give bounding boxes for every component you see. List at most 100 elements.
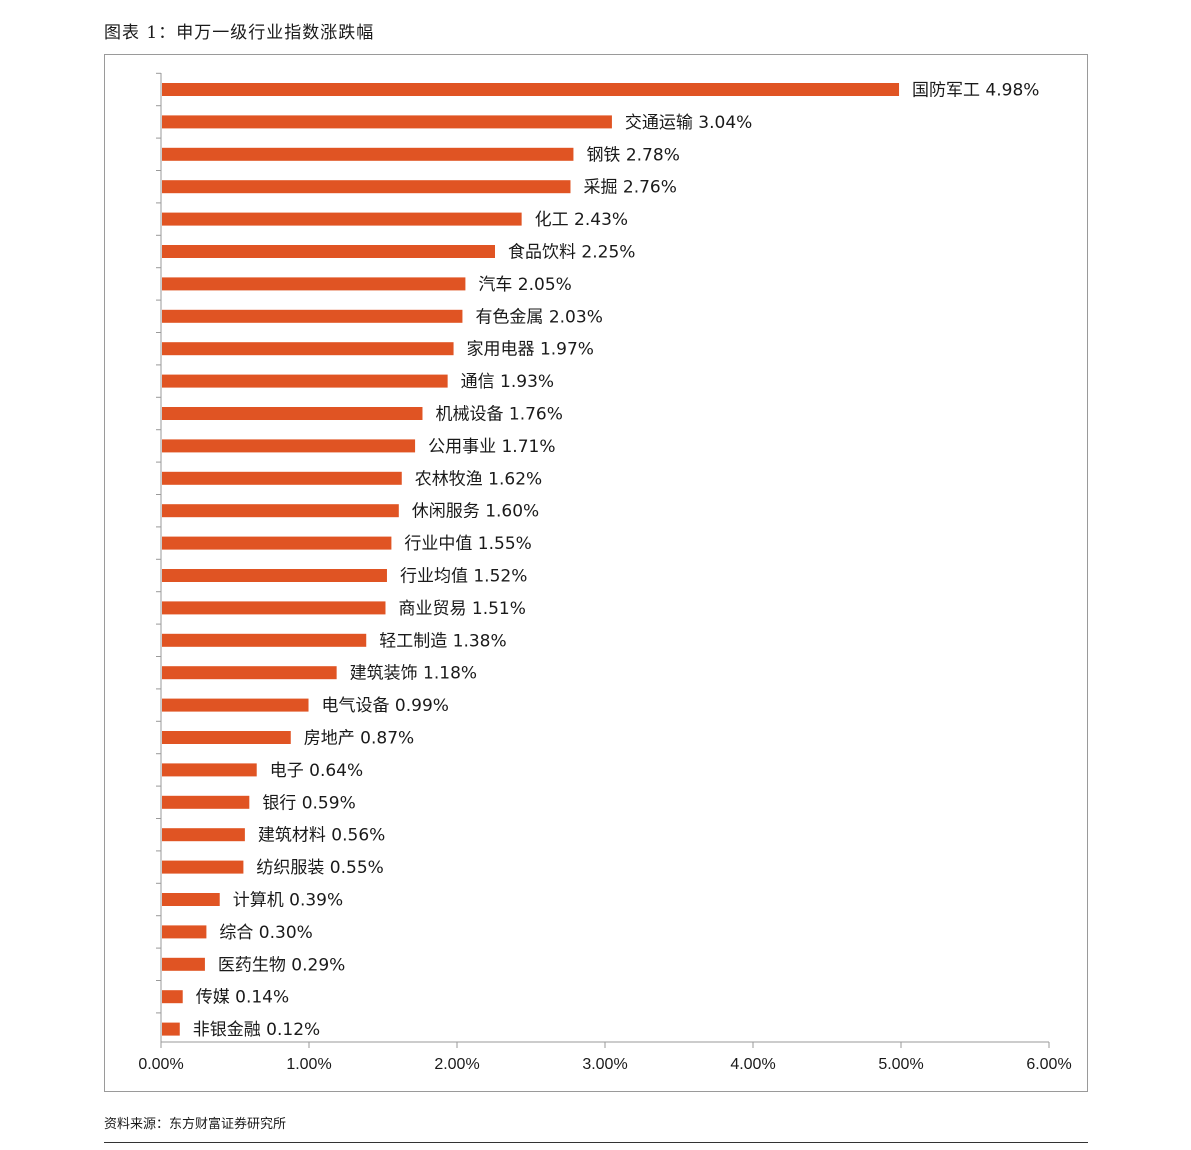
- bar: [162, 212, 522, 226]
- x-tick-label: 3.00%: [582, 1056, 627, 1073]
- bar-value-label: 4.98%: [980, 81, 1039, 101]
- bar: [162, 601, 386, 615]
- bar: [162, 666, 337, 680]
- bar-label: 食品饮料 2.25%: [508, 243, 635, 263]
- chart-frame: 0.00% 1.00% 2.00% 3.00% 4.00% 5.00% 6.00% 国防军工 …: [104, 54, 1088, 1092]
- bar: [162, 828, 245, 842]
- bar: [162, 860, 244, 874]
- bar-category-label: 行业中值: [404, 534, 472, 554]
- bar-category-label: 休闲服务: [412, 502, 480, 522]
- bar-label: 化工 2.43%: [535, 210, 628, 230]
- bar-value-label: 1.38%: [447, 631, 506, 651]
- bar-label: 机械设备 1.76%: [435, 405, 562, 425]
- bar-category-label: 建筑装饰: [350, 664, 418, 684]
- bar-category-label: 食品饮料: [508, 243, 576, 263]
- bar-category-label: 汽车: [478, 275, 512, 295]
- bar-label: 纺织服装 0.55%: [256, 858, 383, 878]
- bar-value-label: 1.97%: [535, 340, 594, 360]
- bar-value-label: 0.64%: [304, 761, 363, 781]
- footer-rule: [104, 1142, 1088, 1143]
- bar-category-label: 行业均值: [400, 567, 468, 587]
- bar: [162, 83, 900, 96]
- bar-value-label: 3.04%: [693, 113, 752, 133]
- bar: [162, 180, 571, 194]
- bar-label: 行业中值 1.55%: [404, 534, 531, 554]
- x-tick-label: 6.00%: [1026, 1056, 1071, 1073]
- bar-value-label: 0.55%: [324, 858, 383, 878]
- source-note: 资料来源：东方财富证券研究所: [104, 1117, 287, 1132]
- bar: [162, 309, 463, 323]
- bar-label: 有色金属 2.03%: [475, 307, 602, 327]
- bar: [162, 115, 612, 129]
- bar-label: 国防军工 4.98%: [912, 81, 1039, 101]
- bar-label: 非银金融 0.12%: [193, 1020, 320, 1040]
- bar-value-label: 0.39%: [284, 891, 343, 911]
- bar-label: 传媒 0.14%: [196, 988, 289, 1008]
- bar-value-label: 1.71%: [496, 437, 555, 457]
- bar-category-label: 电子: [270, 761, 304, 781]
- bar-label: 银行 0.59%: [262, 793, 355, 813]
- bar-value-label: 1.51%: [466, 599, 525, 619]
- bar-category-label: 银行: [262, 793, 296, 813]
- bar-chart: 0.00% 1.00% 2.00% 3.00% 4.00% 5.00% 6.00% 国防军工 …: [138, 72, 1072, 1073]
- bar-category-label: 综合: [219, 923, 253, 943]
- bar-value-label: 0.56%: [326, 826, 385, 846]
- bar-category-label: 有色金属: [475, 307, 543, 327]
- bar-category-label: 商业贸易: [398, 599, 466, 619]
- bar-category-label: 传媒: [196, 988, 230, 1008]
- bar-category-label: 建筑材料: [258, 826, 326, 846]
- bar-label: 综合 0.30%: [219, 923, 312, 943]
- bar-value-label: 1.52%: [468, 567, 527, 587]
- bar-label: 钢铁 2.78%: [586, 145, 679, 165]
- bar: [162, 633, 367, 647]
- bar-value-label: 1.62%: [483, 469, 542, 489]
- bar-label: 计算机 0.39%: [233, 891, 343, 911]
- bar-category-label: 采掘: [583, 178, 617, 198]
- bar-value-label: 0.59%: [296, 793, 355, 813]
- bar: [162, 990, 183, 1004]
- bar: [162, 763, 257, 777]
- bar: [162, 698, 309, 712]
- bar-label: 休闲服务 1.60%: [412, 502, 539, 522]
- bar-label: 轻工制造 1.38%: [379, 631, 506, 651]
- bar-category-label: 公用事业: [428, 437, 496, 457]
- bar: [162, 471, 402, 485]
- bar-value-label: 1.93%: [495, 372, 554, 392]
- x-tick-label: 4.00%: [730, 1056, 775, 1073]
- bar-category-label: 农林牧渔: [415, 469, 483, 489]
- bar-category-label: 电气设备: [322, 696, 390, 716]
- bar: [162, 147, 574, 161]
- bar-value-label: 2.25%: [576, 243, 635, 263]
- bar-category-label: 交通运输: [625, 113, 693, 133]
- bar: [162, 245, 495, 258]
- x-tick-label: 2.00%: [434, 1056, 479, 1073]
- bar-value-label: 0.12%: [261, 1020, 320, 1040]
- bar-label: 采掘 2.76%: [583, 178, 676, 198]
- bar-value-label: 1.55%: [472, 534, 531, 554]
- bar-label: 房地产 0.87%: [304, 729, 414, 749]
- bar: [162, 504, 399, 518]
- bar-category-label: 房地产: [304, 729, 355, 749]
- bar-label: 汽车 2.05%: [478, 275, 571, 295]
- bar: [162, 374, 448, 388]
- bar: [162, 731, 291, 744]
- bar-label: 农林牧渔 1.62%: [415, 469, 542, 489]
- bar-value-label: 2.43%: [569, 210, 628, 230]
- bar-category-label: 机械设备: [435, 405, 503, 425]
- bar: [162, 957, 205, 971]
- bar-label: 电气设备 0.99%: [322, 696, 449, 716]
- bar-value-label: 2.78%: [620, 145, 679, 165]
- bar-category-label: 轻工制造: [379, 631, 447, 651]
- bar: [162, 1022, 180, 1036]
- bar-value-label: 1.76%: [503, 405, 562, 425]
- bar-label: 医药生物 0.29%: [218, 955, 345, 975]
- bar-value-label: 1.18%: [418, 664, 477, 684]
- chart-title: 图表 1：申万一级行业指数涨跌幅: [104, 23, 375, 43]
- x-tick-label: 5.00%: [878, 1056, 923, 1073]
- bar-category-label: 钢铁: [586, 145, 620, 165]
- bar-value-label: 2.05%: [512, 275, 571, 295]
- bar-value-label: 2.76%: [617, 178, 676, 198]
- bar-category-label: 医药生物: [218, 955, 286, 975]
- x-tick-label: 0.00%: [138, 1056, 183, 1073]
- bar-category-label: 化工: [535, 210, 569, 230]
